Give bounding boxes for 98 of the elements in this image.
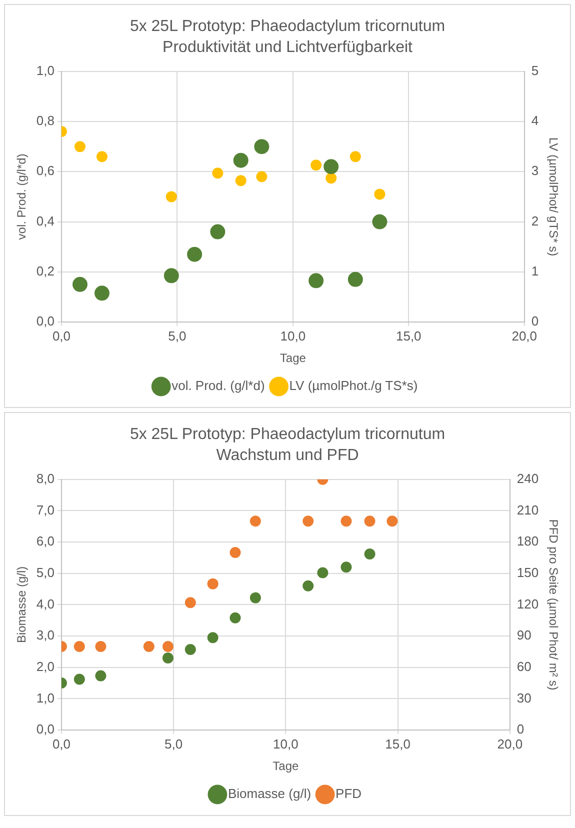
x-tick-label: 5,0 [168,328,186,344]
point [340,516,352,527]
x-axis-title: Tage [272,759,300,774]
point [143,640,154,652]
point [72,276,88,292]
point [74,640,85,652]
legend-label: vol. Prod. (g/l*d) [172,378,265,394]
y2-tick-label: 150 [516,564,539,580]
point [310,160,322,171]
point [210,224,226,240]
point [233,152,248,168]
y2-tick-label: 120 [516,596,539,612]
y2-tick-label: 240 [516,470,539,486]
y-tick-label: 8,0 [36,470,54,486]
y2-axis-title: LV (µmolPhot/ gTS* s) [546,137,560,256]
point [162,640,174,652]
y2-axis-title: PFD pro Seite (µmol Phot/ m² s) [546,519,560,690]
y2-tick-label: 210 [516,502,539,518]
point [302,516,314,527]
y2-tick-label: 2 [531,213,539,228]
x-tick-label: 15,0 [385,736,410,752]
legend-label: PFD [336,786,362,802]
y-tick-label: 4,0 [36,596,54,612]
y-tick-label: 5,0 [36,564,54,580]
point [230,612,241,624]
point [340,562,352,573]
point [386,516,398,527]
x-tick-label: 15,0 [396,328,422,344]
y-tick-label: 0,0 [36,722,54,737]
y-axis-title: vol. Prod. (g/l*d) [14,154,29,240]
y-tick-label: 0,8 [36,113,54,128]
y-tick-label: 0,0 [36,314,54,329]
chart-title: 5x 25L Prototyp: Phaeodactylum tricornutum [130,18,446,36]
y2-tick-label: 180 [516,534,539,549]
x-tick-label: 0,0 [52,736,71,752]
point [302,580,314,592]
y-tick-label: 0,2 [36,263,54,278]
chart-subtitle: Wachstum und PFD [216,447,359,464]
y2-tick-label: 30 [516,690,532,706]
point [212,168,224,179]
point [74,674,85,685]
point [364,548,376,560]
y-tick-label: 2,0 [36,658,54,674]
y2-tick-label: 0 [516,722,524,737]
point [94,286,110,301]
x-tick-label: 0,0 [52,328,71,344]
point [95,640,106,652]
point [230,546,241,558]
x-axis-title: Tage [280,351,306,366]
point [250,516,261,527]
point [95,670,106,682]
point [254,139,270,154]
y2-tick-label: 5 [531,62,539,78]
x-tick-label: 10,0 [273,736,298,752]
x-tick-label: 20,0 [497,736,523,752]
point [207,578,218,590]
point [235,175,246,186]
y-tick-label: 6,0 [36,534,54,549]
point [350,151,361,162]
y2-tick-label: 1 [531,263,539,278]
point [162,652,174,664]
y-tick-label: 1,0 [36,62,54,78]
point [317,567,328,578]
point [74,141,86,152]
y2-tick-label: 4 [531,113,539,128]
x-tick-label: 5,0 [164,736,183,752]
point [348,272,363,287]
point [166,191,177,202]
point [364,516,376,527]
point [184,597,196,608]
y2-tick-label: 3 [531,163,539,178]
point [374,188,386,200]
point [372,214,388,230]
legend-label: LV (µmolPhot./g TS*s) [289,378,418,394]
y-tick-label: 3,0 [36,628,54,643]
y-tick-label: 0,6 [36,163,54,178]
point [96,151,108,162]
y-axis-title: Biomasse (g/l) [14,566,29,644]
chart-title: 5x 25L Prototyp: Phaeodactylum tricornutum [130,426,446,444]
point [164,268,179,284]
point [250,592,261,604]
x-tick-label: 20,0 [512,328,538,344]
point [187,246,202,262]
y-tick-label: 7,0 [36,502,54,518]
point [308,273,324,288]
y-tick-label: 0,4 [36,213,54,228]
chart-subtitle: Produktivität und Lichtverfügbarkeit [162,39,414,56]
point [326,172,337,184]
y2-tick-label: 0 [531,314,539,329]
point [207,632,218,644]
point [256,171,268,182]
point [184,644,196,655]
point [324,159,339,174]
y2-tick-label: 90 [516,628,532,643]
y-tick-label: 1,0 [36,690,54,706]
y2-tick-label: 60 [516,658,532,674]
legend-label: Biomasse (g/l) [228,786,312,802]
x-tick-label: 10,0 [280,328,306,344]
